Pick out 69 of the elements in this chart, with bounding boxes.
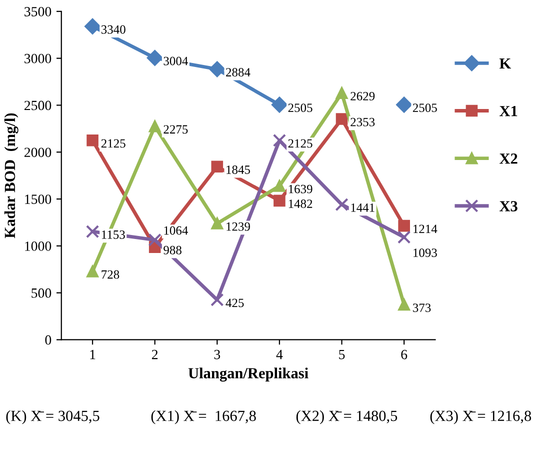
data-label: 1153 <box>102 230 125 239</box>
data-label: 1214 <box>414 224 438 234</box>
data-label: 2505 <box>288 104 312 112</box>
data-label: 1845 <box>226 166 250 174</box>
data-label: 1239 <box>226 222 250 231</box>
y-tick-label: 0 <box>45 335 52 345</box>
data-label: 1441 <box>351 203 374 212</box>
data-label: 1093 <box>414 248 437 257</box>
point <box>86 224 100 238</box>
x-tick-label: 1 <box>90 350 96 360</box>
point <box>86 134 98 146</box>
y-tick-label: 500 <box>32 288 52 298</box>
data-label: 2629 <box>350 92 375 100</box>
x-axis-title: Ulangan/Replikasi <box>188 368 308 382</box>
x-tick-label: 6 <box>401 350 408 360</box>
point <box>211 160 224 173</box>
data-label: 2125 <box>288 139 312 148</box>
text: (X2) X̄ = 1480,5 <box>296 410 398 424</box>
legend-label: X3 <box>500 201 518 212</box>
point <box>335 198 348 212</box>
point <box>274 180 286 192</box>
data-label: 1482 <box>288 200 312 208</box>
data-label: 1064 <box>164 226 188 235</box>
point <box>272 134 286 147</box>
data-label: 2505 <box>412 104 437 112</box>
point <box>274 194 286 207</box>
point <box>398 298 410 311</box>
point <box>211 218 224 230</box>
point <box>336 87 348 100</box>
x-tick-label: 4 <box>276 350 283 360</box>
data-label: 1639 <box>288 184 312 194</box>
data-label: 2884 <box>226 68 250 76</box>
data-label: 3004 <box>164 56 188 66</box>
x-tick-label: 5 <box>339 350 345 360</box>
point <box>396 96 412 113</box>
legend-label: K <box>500 58 512 69</box>
legend-label: X1 <box>500 106 518 116</box>
x-tick-label: 3 <box>214 350 220 360</box>
y-tick-label: 2500 <box>24 100 52 110</box>
y-axis-title: Kadar BOD (mg/l) <box>4 113 18 238</box>
point <box>148 233 162 247</box>
y-tick-label: 2000 <box>24 148 52 158</box>
x-tick-label: 2 <box>152 350 158 360</box>
point <box>397 230 411 244</box>
text: (K) X̄ = 3045,5 <box>6 410 100 424</box>
point <box>398 220 410 232</box>
point <box>209 61 226 78</box>
y-tick-label: 1500 <box>25 194 52 204</box>
data-label: 425 <box>226 298 244 308</box>
point <box>272 96 288 113</box>
text: (X3) X̄ = 1216,8 <box>430 410 532 424</box>
legend-label: X2 <box>500 154 518 164</box>
point <box>336 113 348 125</box>
data-label: 2353 <box>350 118 375 126</box>
point <box>86 266 98 278</box>
text: (X1) X̄ = 1667,8 <box>151 410 256 424</box>
y-tick-label: 3000 <box>24 54 52 64</box>
y-tick-label: 1000 <box>25 241 52 251</box>
data-label: 2275 <box>164 125 188 134</box>
data-label: 728 <box>102 270 120 279</box>
data-label: 3340 <box>101 25 126 34</box>
point <box>84 18 100 34</box>
point <box>146 50 163 66</box>
y-tick-label: 3500 <box>24 6 52 16</box>
data-label: 373 <box>413 304 431 312</box>
data-label: 2125 <box>101 139 126 148</box>
point <box>210 293 224 306</box>
data-label: 988 <box>164 246 182 254</box>
point <box>148 120 161 132</box>
